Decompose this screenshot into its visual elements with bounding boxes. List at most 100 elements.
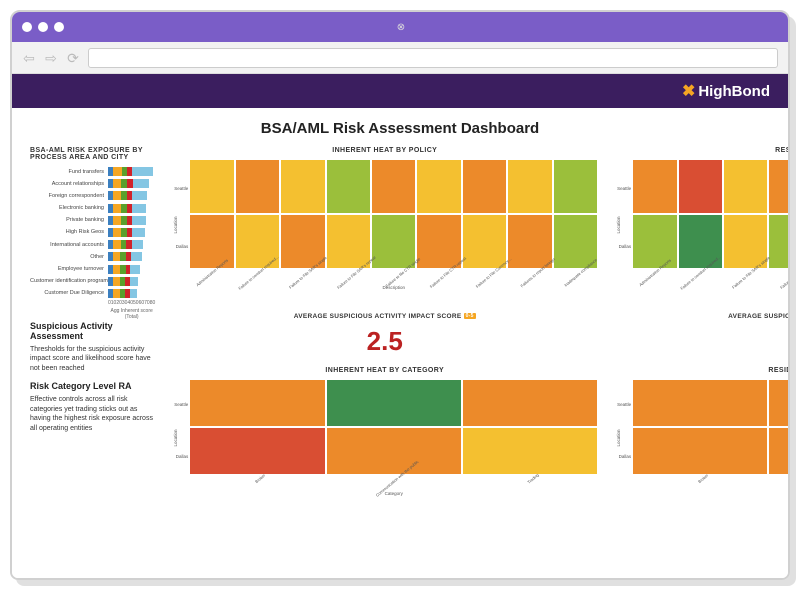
bar-segment [113, 216, 121, 225]
bar-label: Account relationships [30, 181, 108, 187]
bar-row: Electronic banking [30, 203, 155, 214]
bar-row: Customer identification program [30, 276, 155, 287]
bar-track [108, 167, 155, 176]
heatmap-cell [553, 159, 598, 214]
kpi-impact-value: 2.5 [171, 326, 598, 357]
kpi-likelihood-title: AVERAGE SUSPICIOUS ACTIVITY LIKELIHOOD S… [614, 313, 788, 320]
bar-row: Other [30, 251, 155, 262]
bar-track [108, 277, 155, 286]
back-button[interactable]: ⇦ [22, 51, 36, 65]
bar-track [108, 265, 155, 274]
bar-row: Fund transfers [30, 166, 155, 177]
bar-track [108, 252, 155, 261]
heatmap-cell [768, 159, 788, 214]
bar-track [108, 216, 155, 225]
bar-track [108, 204, 155, 213]
window-dot[interactable] [22, 22, 32, 32]
bar-label: Foreign correspondent [30, 193, 108, 199]
residual-policy-panel: RESIDUAL HEAT BY POLICY SeattleDallasLoc… [614, 147, 788, 301]
kpi-likelihood-value: 2 [614, 326, 788, 357]
side-para-1: Thresholds for the suspicious activity i… [30, 345, 155, 373]
brand-mark-icon: ✖ [682, 81, 695, 101]
kpi-likelihood-panel: AVERAGE SUSPICIOUS ACTIVITY LIKELIHOOD S… [614, 313, 788, 496]
bar-label: Customer identification program [30, 278, 108, 284]
bar-label: Customer Due Diligence [30, 290, 108, 296]
bar-segment [132, 191, 147, 200]
bar-chart: Fund transfers Account relationships Forei… [30, 166, 155, 301]
bar-row: Employee turnover [30, 264, 155, 275]
heatmap-cell [507, 159, 552, 214]
bar-segment [113, 179, 121, 188]
bar-segment [132, 167, 153, 176]
bar-segment [113, 204, 121, 213]
bar-segment [113, 265, 121, 274]
reload-button[interactable]: ⟳ [66, 51, 80, 65]
bar-label: Other [30, 254, 108, 260]
brand-logo: ✖ HighBond [682, 81, 770, 101]
residual-policy-heatmap: SeattleDallasLocationAdministrative Repo… [614, 159, 788, 290]
kpi-impact-title: AVERAGE SUSPICIOUS ACTIVITY IMPACT SCORE… [171, 313, 598, 320]
bar-segment [113, 277, 120, 286]
heatmap-cell [462, 379, 598, 427]
residual-cat-title: RESIDUAL HEAT BY CATEGORY [614, 367, 788, 374]
bar-track [108, 191, 155, 200]
bar-segment [113, 228, 121, 237]
heatmap-cell [189, 379, 325, 427]
inherent-cat-title: INHERENT HEAT BY CATEGORY [171, 367, 598, 374]
browser-toolbar: ⇦ ⇨ ⟳ [12, 42, 788, 74]
bar-segment [132, 204, 146, 213]
bar-segment [132, 216, 146, 225]
heatmap-cell [632, 159, 677, 214]
kpi-impact-panel: AVERAGE SUSPICIOUS ACTIVITY IMPACT SCORE… [171, 313, 598, 496]
heatmap-cell [462, 159, 507, 214]
browser-titlebar: ⊗ [12, 12, 788, 42]
side-heading-2: Risk Category Level RA [30, 381, 155, 391]
bar-track [108, 240, 155, 249]
bar-label: Private banking [30, 217, 108, 223]
dashboard-content: BSA/AML Risk Assessment Dashboard BSA-AM… [12, 108, 788, 578]
inherent-cat-heatmap: SeattleDallasLocationBrokerCommunication… [171, 379, 598, 496]
bar-segment [113, 191, 121, 200]
bar-segment [130, 265, 139, 274]
bar-track [108, 179, 155, 188]
bar-row: Foreign correspondent [30, 190, 155, 201]
heatmap-cell [768, 427, 788, 475]
inherent-policy-title: INHERENT HEAT BY POLICY [171, 147, 598, 154]
bar-row: International accounts [30, 239, 155, 250]
forward-button[interactable]: ⇨ [44, 51, 58, 65]
heatmap-cell [189, 159, 234, 214]
bar-row: High Risk Geos [30, 227, 155, 238]
heatmap-cell [416, 159, 461, 214]
bar-chart-panel: BSA-AML RISK EXPOSURE BY PROCESS AREA AN… [30, 147, 155, 301]
heatmap-cell [723, 159, 768, 214]
bar-chart-title: BSA-AML RISK EXPOSURE BY PROCESS AREA AN… [30, 147, 155, 161]
bar-row: Customer Due Diligence [30, 288, 155, 299]
bar-segment [131, 252, 142, 261]
bar-track [108, 228, 155, 237]
side-para-2: Effective controls across all risk categ… [30, 395, 155, 433]
lock-icon: ⊗ [397, 22, 405, 33]
bar-segment [113, 252, 121, 261]
bar-segment [133, 179, 150, 188]
app-header: ✖ HighBond [12, 74, 788, 108]
inherent-policy-panel: INHERENT HEAT BY POLICY SeattleDallasLoc… [171, 147, 598, 301]
bar-segment [113, 167, 122, 176]
heatmap-cell [280, 159, 325, 214]
window-dot[interactable] [54, 22, 64, 32]
bar-label: Fund transfers [30, 169, 108, 175]
bar-segment [130, 277, 138, 286]
side-text-panel: Suspicious Activity Assessment Threshold… [30, 313, 155, 496]
heatmap-cell [371, 159, 416, 214]
residual-policy-title: RESIDUAL HEAT BY POLICY [614, 147, 788, 154]
window-dot[interactable] [38, 22, 48, 32]
bar-row: Private banking [30, 215, 155, 226]
bar-row: Account relationships [30, 178, 155, 189]
heatmap-cell [235, 159, 280, 214]
url-input[interactable] [88, 48, 778, 68]
heatmap-cell [632, 379, 768, 427]
bar-track [108, 289, 155, 298]
bar-label: International accounts [30, 242, 108, 248]
heatmap-cell [326, 379, 462, 427]
browser-window: ⊗ ⇦ ⇨ ⟳ ✖ HighBond BSA/AML Risk Assessme… [10, 10, 790, 580]
brand-name: HighBond [698, 83, 770, 100]
